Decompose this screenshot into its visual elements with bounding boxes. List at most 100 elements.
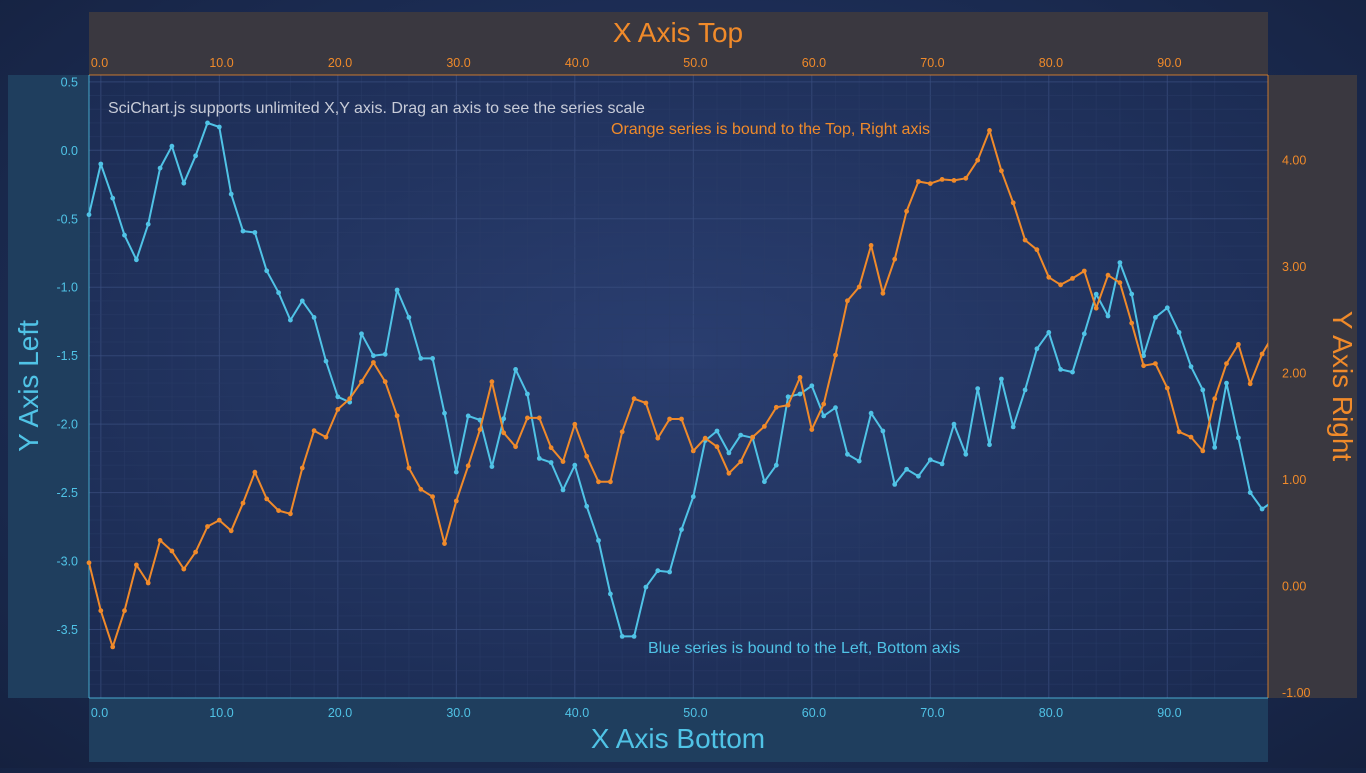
blue-data-point	[987, 442, 992, 448]
blue-data-point	[1034, 346, 1040, 352]
orange-data-point	[584, 453, 590, 459]
blue-data-point	[714, 428, 720, 434]
blue-data-point	[536, 456, 542, 461]
x-top-tick-label: 60.0	[802, 56, 826, 70]
blue-data-point	[690, 494, 696, 500]
blue-data-point	[240, 228, 246, 234]
orange-data-point	[1129, 320, 1135, 326]
blue-data-point	[382, 351, 388, 357]
y-left-tick-label: -2.0	[56, 418, 78, 432]
blue-data-point	[371, 353, 376, 359]
blue-data-point	[1236, 435, 1241, 441]
blue-data-point	[525, 391, 530, 397]
x-top-tick-label: 40.0	[565, 56, 589, 70]
orange-data-point	[726, 470, 732, 476]
orange-data-point	[951, 178, 957, 183]
orange-data-point	[122, 608, 127, 614]
blue-data-point	[1153, 315, 1158, 320]
blue-data-point	[122, 232, 127, 238]
blue-data-point	[1081, 331, 1087, 337]
x-axis-bottom-tick-labels: 0.0 10.0 20.0 30.0 40.0 50.0 60.0 70.0 80.0 90.0	[91, 706, 1182, 720]
orange-data-point	[453, 498, 459, 504]
annotation-blue-series: Blue series is bound to the Left, Bottom…	[648, 640, 960, 657]
orange-data-point	[1070, 276, 1075, 281]
blue-data-point	[809, 383, 815, 389]
y-axis-left-tick-labels: 0.5 0.0 -0.5 -1.0 -1.5 -2.0 -2.5 -3.0 -3.5	[56, 75, 78, 637]
plot-area[interactable]	[89, 75, 1268, 698]
blue-data-point	[264, 268, 270, 274]
blue-data-point	[442, 410, 447, 416]
orange-data-point	[1058, 282, 1063, 288]
blue-data-point	[833, 405, 838, 411]
x-top-tick-label: 0.0	[91, 56, 108, 70]
x-axis-bottom-band[interactable]	[89, 698, 1268, 762]
orange-data-point	[1141, 363, 1146, 369]
y-axis-right-title: Y Axis Right	[1327, 311, 1358, 462]
blue-data-point	[667, 569, 672, 575]
blue-data-point	[845, 451, 850, 457]
x-bottom-tick-label: 10.0	[209, 706, 233, 720]
orange-data-point	[987, 127, 992, 133]
annotation-unlimited-axis: SciChart.js supports unlimited X,Y axis.…	[108, 100, 645, 117]
blue-data-point	[1188, 364, 1194, 369]
orange-data-point	[762, 424, 767, 429]
blue-series[interactable]	[86, 120, 1274, 639]
blue-data-point	[1058, 367, 1063, 372]
blue-data-point	[335, 394, 341, 400]
blue-data-point	[797, 391, 803, 397]
orange-data-point	[513, 444, 518, 450]
blue-data-point	[169, 143, 175, 149]
x-top-tick-label: 20.0	[328, 56, 352, 70]
blue-data-point	[738, 432, 744, 438]
blue-data-point	[1247, 490, 1253, 495]
orange-data-point	[738, 459, 744, 464]
orange-data-point	[145, 580, 151, 586]
orange-data-point	[560, 459, 566, 464]
orange-data-point	[394, 413, 400, 419]
orange-data-point	[442, 541, 447, 546]
x-axis-bottom-title: X Axis Bottom	[591, 723, 765, 754]
orange-data-point	[418, 486, 424, 492]
y-right-tick-label: 0.00	[1282, 580, 1306, 594]
blue-data-point	[86, 212, 92, 218]
y-axis-right-band[interactable]	[1268, 75, 1357, 698]
orange-series[interactable]	[86, 127, 1274, 650]
orange-data-point	[299, 465, 305, 471]
orange-data-point	[86, 560, 92, 566]
orange-data-point	[347, 396, 353, 402]
x-axis-top-band[interactable]	[89, 12, 1268, 75]
orange-data-point	[679, 416, 684, 422]
blue-data-point	[1129, 291, 1135, 297]
orange-data-point	[323, 434, 329, 440]
blue-data-point	[631, 634, 637, 639]
blue-data-point	[311, 315, 317, 320]
orange-data-point	[98, 608, 104, 614]
x-bottom-tick-label: 0.0	[91, 706, 108, 720]
orange-data-point	[927, 181, 933, 187]
orange-data-point	[631, 396, 637, 402]
y-axis-right-tick-labels: 4.00 3.00 2.00 1.00 0.00 -1.00	[1282, 154, 1311, 700]
orange-data-point	[276, 508, 281, 513]
blue-data-point	[513, 367, 518, 372]
orange-data-point	[750, 434, 755, 440]
orange-data-point	[501, 430, 507, 436]
orange-data-point	[797, 375, 803, 380]
orange-data-point	[821, 401, 827, 407]
orange-data-point	[1093, 305, 1099, 311]
orange-data-point	[465, 463, 471, 469]
blue-data-point	[98, 161, 104, 167]
blue-data-point	[596, 538, 601, 543]
blue-data-point	[1224, 380, 1229, 386]
orange-data-point	[548, 445, 554, 451]
y-left-tick-label: -0.5	[56, 212, 78, 226]
blue-data-point	[880, 428, 886, 434]
blue-data-point	[584, 503, 590, 509]
blue-data-point	[418, 356, 424, 361]
blue-data-point	[453, 469, 459, 475]
blue-data-point	[1046, 330, 1052, 335]
orange-data-point	[619, 429, 625, 435]
orange-data-point	[477, 427, 483, 432]
orange-data-point	[904, 208, 909, 214]
y-axis-left-band[interactable]	[8, 75, 89, 698]
